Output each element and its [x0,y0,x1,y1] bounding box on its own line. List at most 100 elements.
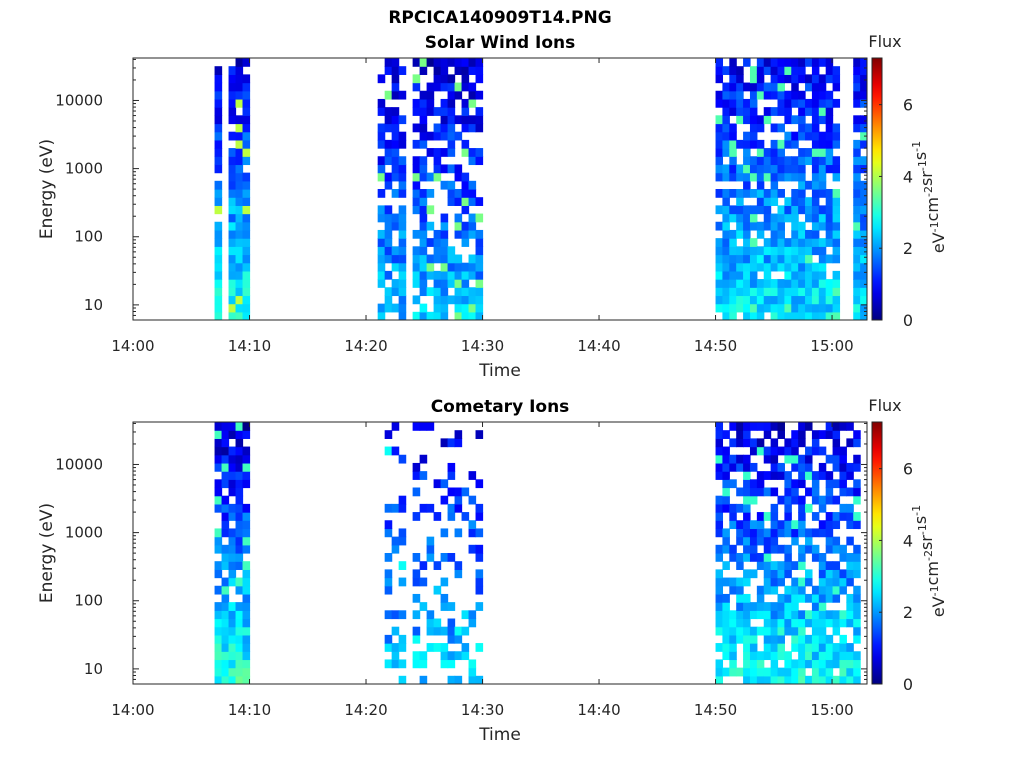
heatmap-cell [384,229,393,239]
heatmap-cell [729,279,737,288]
heatmap-cell [461,74,470,84]
heatmap-cell [825,544,834,554]
heatmap-cell [384,254,393,264]
heatmap-cell [825,585,834,595]
heatmap-cell [412,172,421,182]
heatmap-cell [818,139,827,149]
heatmap-cell [722,197,730,206]
heatmap-cell [832,446,841,456]
heatmap-cell [853,479,861,489]
heatmap-cell [214,139,223,149]
heatmap-cell [419,454,428,464]
heatmap-cell [447,139,456,149]
heatmap-cell [412,610,421,620]
heatmap-cell [818,577,827,587]
heatmap-cell [242,287,251,297]
heatmap-cell [736,229,744,239]
heatmap-cell [791,618,799,628]
heatmap-cell [825,254,834,264]
heatmap-cell [798,495,806,505]
heatmap-cell [777,229,785,239]
heatmap-cell [743,115,751,125]
heatmap-cell [242,634,251,644]
heatmap-cell [853,246,861,256]
heatmap-cell [440,303,449,313]
heatmap-cell [770,626,779,636]
heatmap-cell [770,213,779,223]
heatmap-cell [475,544,484,554]
heatmap-cell [832,221,841,231]
colorbar-label: Flux [868,396,901,415]
heatmap-cell [440,74,449,84]
heatmap-cell [784,131,792,141]
heatmap-cell [749,189,758,198]
heatmap-cell [853,205,861,215]
heatmap-cell [791,279,799,288]
heatmap-cell [242,643,251,652]
heatmap-cell [784,213,792,223]
heatmap-cell [242,139,251,149]
heatmap-cell [825,221,834,231]
heatmap-cell [763,246,772,256]
heatmap-cell [228,262,237,272]
heatmap-cell [743,295,751,305]
heatmap-cell [846,438,854,448]
heatmap-cell [722,246,730,256]
heatmap-cell [770,311,779,320]
heatmap-cell [228,536,237,546]
heatmap-cell [770,254,779,264]
heatmap-cell [853,197,861,206]
heatmap-cell [461,82,470,92]
heatmap-cell [818,172,827,182]
heatmap-cell [447,626,456,636]
heatmap-cell [756,593,765,603]
heatmap-cell [235,544,244,554]
colorbar-tick-label: 4 [903,531,913,550]
heatmap-cell [235,643,244,652]
heatmap-cell [715,602,724,611]
x-tick-label: 14:30 [461,337,504,355]
heatmap-cell [832,164,841,174]
heatmap-cell [433,172,442,182]
heatmap-cell [743,213,751,223]
heatmap-cell [839,462,847,472]
heatmap-cell [825,536,834,546]
heatmap-cell [736,577,744,587]
heatmap-cell [412,487,421,497]
heatmap-cell [235,659,244,669]
heatmap-cell [798,303,806,313]
heatmap-cell [475,279,484,288]
heatmap-cell [736,279,744,288]
heatmap-cell [412,74,421,84]
heatmap-cell [763,651,772,661]
heatmap-cell [777,107,785,116]
heatmap-cell [242,667,251,677]
heatmap-cell [412,462,421,472]
heatmap-cell [461,123,470,133]
heatmap-cell [736,205,744,215]
heatmap-cell [798,205,806,215]
heatmap-cell [736,561,744,570]
heatmap-cell [228,66,237,75]
heatmap-cell [784,74,792,84]
heatmap-cell [818,561,827,570]
heatmap-cell [784,503,792,513]
heatmap-cell [398,229,407,239]
heatmap-cell [440,221,449,231]
heatmap-cell [412,123,421,133]
heatmap-cell [784,90,792,100]
heatmap-cell [853,74,861,84]
heatmap-cell [426,90,435,100]
unit-base: s [911,152,930,160]
heatmap-cell [805,311,813,320]
heatmap-cell [791,303,799,313]
heatmap-cell [235,164,244,174]
heatmap-cell [729,553,737,562]
heatmap-cell [791,131,799,141]
heatmap-cell [770,221,779,231]
heatmap-cell [228,205,237,215]
heatmap-cell [447,270,456,280]
heatmap-cell [235,634,244,644]
heatmap-cell [468,197,477,206]
heatmap-cell [777,602,785,611]
